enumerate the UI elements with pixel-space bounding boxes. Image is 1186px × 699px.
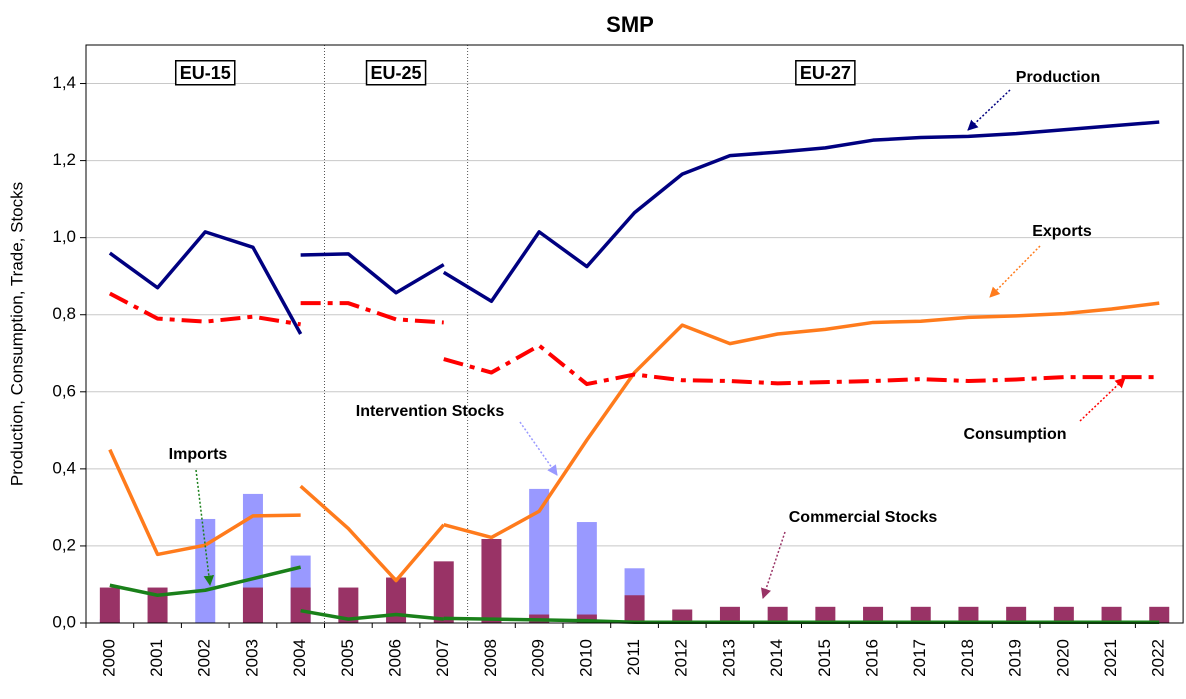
bar: [672, 609, 693, 623]
annotation-label: Intervention Stocks: [356, 403, 505, 420]
bar: [1101, 606, 1122, 623]
bar: [815, 606, 836, 623]
series-line: [108, 230, 303, 335]
series-line: [300, 252, 445, 295]
x-tick-label: 2011: [624, 639, 643, 676]
plot-frame: [85, 44, 1184, 624]
x-tick-label: 2010: [576, 639, 595, 677]
x-tick-label: 2012: [672, 639, 691, 677]
annotation-label: Commercial Stocks: [789, 509, 938, 526]
series-line: [108, 291, 301, 327]
bar: [1053, 606, 1074, 623]
series-line: [443, 343, 1160, 387]
x-tick-label: 2014: [767, 639, 786, 677]
period-label: EU-27: [800, 63, 851, 83]
bar: [576, 522, 597, 623]
period-box: [365, 60, 427, 86]
series-line: [300, 301, 444, 325]
series-line: [108, 448, 301, 557]
bar: [576, 614, 597, 623]
annotation-label: Imports: [169, 446, 228, 463]
bar: [1149, 606, 1170, 623]
y-tick-label: 1,4: [52, 73, 76, 92]
bar: [242, 587, 263, 623]
bar: [99, 587, 120, 623]
period-box: [174, 60, 236, 86]
annotation-arrow: [195, 469, 215, 587]
bar: [481, 538, 502, 623]
x-tick-label: 2001: [147, 639, 166, 677]
bar: [863, 606, 884, 623]
series-line: [109, 565, 302, 598]
x-tick-label: 2021: [1101, 639, 1120, 677]
annotation-label: Consumption: [963, 426, 1066, 443]
x-tick-label: 2022: [1149, 639, 1168, 677]
x-tick-label: 2019: [1006, 639, 1025, 677]
bar: [719, 606, 740, 623]
series-line: [443, 301, 1160, 540]
chart-title: SMP: [606, 12, 654, 37]
period-box: [795, 60, 856, 86]
bar: [386, 577, 407, 623]
y-tick-label: 0,2: [52, 535, 76, 554]
x-tick-label: 2015: [815, 639, 834, 677]
series-line: [443, 616, 1160, 624]
series-line: [442, 120, 1160, 303]
x-tick-label: 2000: [99, 639, 118, 677]
annotation-label: Production: [1016, 69, 1100, 86]
x-tick-label: 2003: [242, 639, 261, 677]
bar: [290, 587, 311, 623]
x-tick-label: 2002: [195, 639, 214, 677]
bar: [767, 606, 788, 623]
bar: [1006, 606, 1027, 623]
annotation-arrow: [989, 245, 1041, 298]
x-tick-label: 2018: [958, 639, 977, 677]
annotation-arrow: [761, 531, 786, 599]
bar: [195, 518, 216, 623]
x-tick-label: 2008: [481, 639, 500, 677]
annotation-arrow: [519, 421, 558, 476]
y-tick-label: 0,4: [52, 458, 76, 477]
y-tick-label: 0,8: [52, 304, 76, 323]
x-tick-label: 2020: [1053, 639, 1072, 677]
y-tick-label: 1,0: [52, 227, 76, 246]
bar: [624, 595, 645, 623]
series-line: [299, 484, 446, 583]
y-tick-label: 0,6: [52, 381, 76, 400]
x-tick-label: 2016: [863, 639, 882, 677]
y-axis-label: Production, Consumption, Trade, Stocks: [7, 182, 26, 486]
annotation-arrow: [1079, 377, 1126, 422]
series-line: [300, 608, 444, 621]
x-tick-label: 2017: [910, 639, 929, 677]
x-tick-label: 2009: [529, 639, 548, 677]
annotation-arrow: [967, 89, 1011, 131]
period-label: EU-15: [180, 63, 231, 83]
bar: [958, 606, 979, 623]
x-tick-label: 2013: [719, 639, 738, 677]
bar: [529, 488, 550, 623]
bar: [338, 587, 359, 623]
x-tick-label: 2006: [386, 639, 405, 677]
x-tick-label: 2005: [338, 639, 357, 677]
bar: [910, 606, 931, 623]
y-tick-label: 1,2: [52, 150, 76, 169]
y-tick-label: 0,0: [52, 612, 76, 631]
bar: [433, 561, 454, 623]
period-label: EU-25: [371, 63, 422, 83]
annotation-label: Exports: [1032, 223, 1092, 240]
x-tick-label: 2007: [433, 639, 452, 677]
x-tick-label: 2004: [290, 639, 309, 677]
